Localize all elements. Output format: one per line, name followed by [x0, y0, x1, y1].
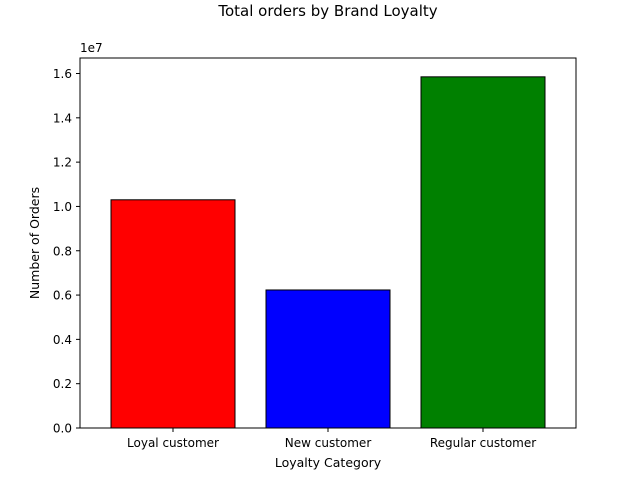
y-axis-offset-label: 1e7 [80, 41, 103, 55]
y-tick-label: 1.6 [53, 67, 72, 81]
y-tick-label: 1.2 [53, 156, 72, 170]
y-tick-label: 0.2 [53, 377, 72, 391]
x-axis-label: Loyalty Category [275, 455, 382, 470]
bar-group [110, 76, 546, 429]
y-tick-label: 0.6 [53, 289, 72, 303]
y-tick-label: 1.0 [53, 200, 72, 214]
y-tick-label: 0.0 [53, 422, 72, 436]
x-tick-label: Loyal customer [127, 436, 219, 450]
y-tick-label: 0.8 [53, 244, 72, 258]
y-tick-label: 1.4 [53, 111, 72, 125]
x-tick-label: New customer [285, 436, 372, 450]
plot-area [79, 57, 577, 429]
x-tick-label: Regular customer [430, 436, 536, 450]
bar-loyal-customer [110, 199, 236, 429]
y-axis: 0.0 0.2 0.4 0.6 0.8 1.0 1.2 1.4 1.6 [53, 67, 80, 436]
y-axis-label: Number of Orders [27, 187, 42, 299]
x-axis: Loyal customer New customer Regular custom… [127, 428, 536, 450]
bar-regular-customer [420, 76, 546, 429]
chart-title: Total orders by Brand Loyalty [217, 2, 437, 20]
bar-new-customer [265, 289, 391, 429]
y-tick-label: 0.4 [53, 333, 72, 347]
